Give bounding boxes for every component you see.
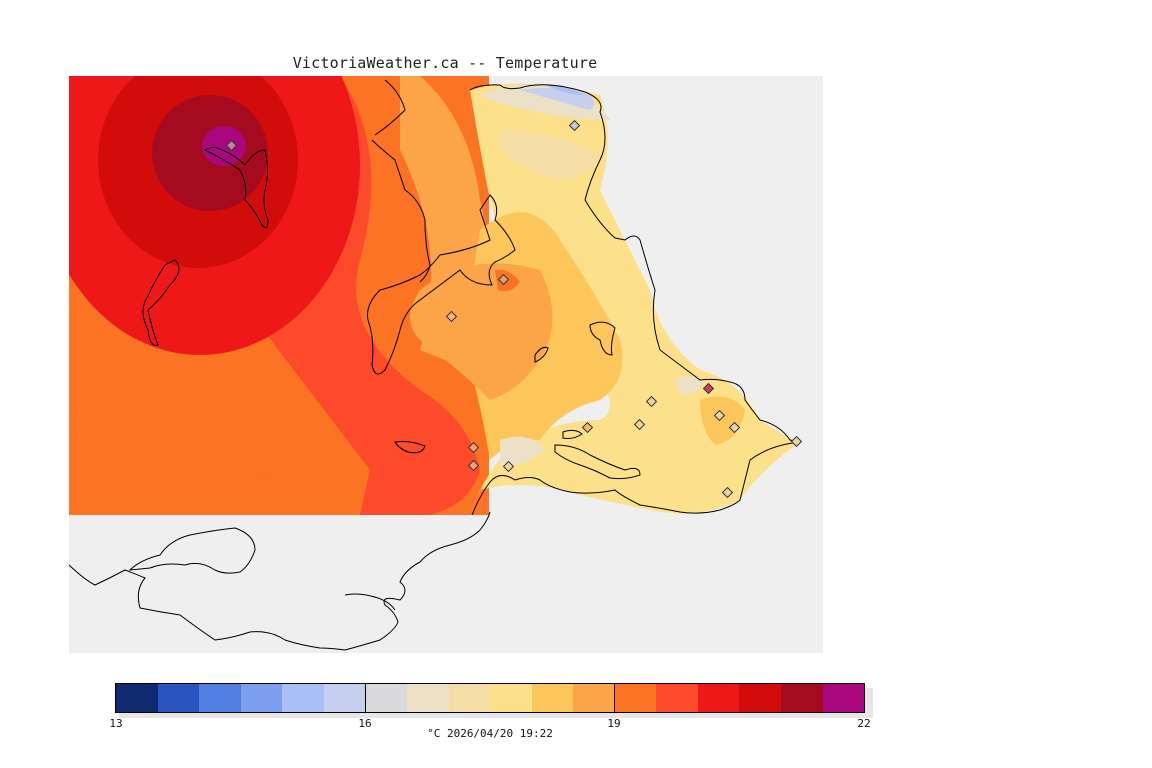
colorbar-swatch — [448, 684, 491, 712]
colorbar-swatch — [406, 684, 449, 712]
island-lake-3 — [562, 429, 583, 439]
colorbar-swatch — [656, 684, 698, 712]
colorbar-tick-label: 22 — [857, 717, 871, 730]
harbour-inlet — [554, 444, 641, 480]
station-marker[interactable] — [581, 421, 594, 434]
mainland-north-coast — [374, 79, 406, 136]
colorbar-swatch — [490, 684, 532, 712]
colorbar-unit-timestamp: °C 2026/04/20 19:22 — [427, 727, 553, 740]
station-marker[interactable] — [497, 273, 510, 286]
olympic-peninsula-coast — [68, 511, 491, 651]
colorbar-swatch — [781, 684, 823, 712]
station-marker[interactable] — [721, 486, 734, 499]
colorbar-swatch — [822, 684, 865, 712]
vancouver-island-outline — [469, 84, 801, 516]
station-marker[interactable] — [225, 139, 238, 152]
station-marker[interactable] — [790, 435, 803, 448]
colorbar-swatch — [116, 684, 158, 712]
colorbar-swatch — [531, 684, 574, 712]
island-west — [142, 259, 180, 346]
saanich-inlet-outline — [367, 194, 516, 375]
station-marker[interactable] — [645, 395, 658, 408]
mainland-west-coast — [371, 139, 431, 283]
colorbar-swatch — [739, 684, 781, 712]
colorbar-swatch — [240, 684, 283, 712]
station-markers — [225, 119, 803, 499]
island-lake-1 — [589, 321, 616, 356]
station-marker[interactable] — [728, 421, 741, 434]
colorbar-swatch — [697, 684, 740, 712]
map-title: VictoriaWeather.ca -- Temperature — [292, 54, 598, 72]
colorbar-swatch — [282, 684, 324, 712]
coast-spit — [344, 593, 396, 611]
colorbar-tick-label: 16 — [358, 717, 372, 730]
station-marker[interactable] — [467, 441, 480, 454]
colorbar-swatch — [365, 684, 407, 712]
island-north — [203, 147, 269, 229]
station-marker[interactable] — [502, 460, 515, 473]
coastlines — [68, 79, 801, 651]
station-marker[interactable] — [568, 119, 581, 132]
colorbar-swatch — [573, 684, 615, 712]
island-small-south — [394, 441, 426, 454]
east-temperature-field — [410, 83, 800, 516]
island-lake-2 — [534, 346, 549, 363]
olympic-peninsula-inner — [128, 527, 256, 574]
west-temperature-field — [69, 76, 489, 515]
colorbar-swatch — [199, 684, 241, 712]
station-marker[interactable] — [702, 382, 715, 395]
colorbar-tick — [614, 683, 615, 713]
station-marker[interactable] — [713, 409, 726, 422]
colorbar-tick-label: 13 — [109, 717, 123, 730]
colorbar — [115, 683, 865, 713]
station-marker[interactable] — [633, 418, 646, 431]
colorbar-swatch — [614, 684, 657, 712]
station-marker[interactable] — [467, 459, 480, 472]
colorbar-swatch — [157, 684, 200, 712]
colorbar-swatch — [323, 684, 366, 712]
colorbar-tick — [365, 683, 366, 713]
colorbar-tick-label: 19 — [607, 717, 621, 730]
station-marker[interactable] — [445, 310, 458, 323]
